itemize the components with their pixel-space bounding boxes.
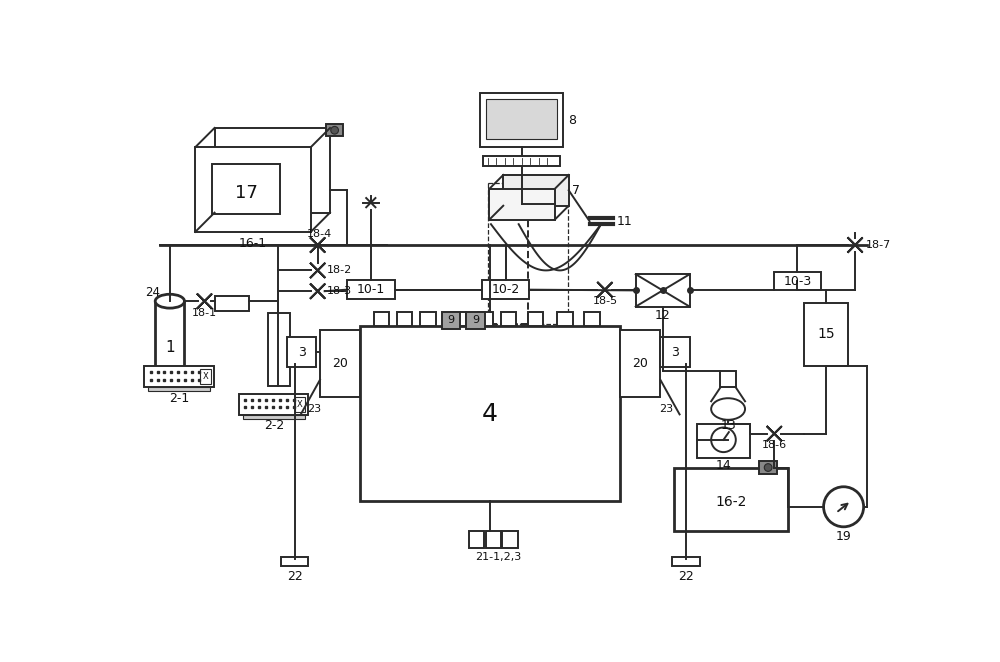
Bar — [215, 296, 249, 311]
Text: 20: 20 — [632, 357, 648, 370]
Bar — [155, 301, 184, 385]
Text: 10-2: 10-2 — [491, 283, 520, 296]
Text: 21-1,2,3: 21-1,2,3 — [475, 552, 521, 562]
Text: 2-1: 2-1 — [169, 392, 189, 404]
Text: 18-1: 18-1 — [192, 308, 217, 318]
Text: 7: 7 — [572, 184, 580, 197]
Bar — [759, 461, 777, 474]
Bar — [804, 303, 848, 366]
Text: 18-3: 18-3 — [327, 286, 352, 296]
Circle shape — [824, 487, 864, 527]
Text: 18-5: 18-5 — [592, 296, 617, 307]
Bar — [469, 531, 484, 547]
Text: 20: 20 — [332, 357, 348, 370]
Bar — [326, 124, 343, 136]
Circle shape — [331, 126, 338, 134]
Text: 23: 23 — [307, 404, 321, 414]
Bar — [281, 557, 308, 566]
Bar — [674, 468, 788, 532]
Text: 15: 15 — [817, 327, 835, 342]
Text: 19: 19 — [836, 530, 851, 543]
Text: 10-1: 10-1 — [357, 283, 385, 296]
Bar — [501, 312, 516, 326]
Bar — [636, 274, 690, 307]
Text: 3: 3 — [298, 346, 305, 359]
Text: 18-6: 18-6 — [762, 440, 787, 450]
Bar — [482, 281, 529, 299]
Circle shape — [711, 428, 736, 452]
Bar — [660, 338, 690, 367]
Text: X: X — [297, 400, 303, 409]
Bar — [287, 338, 316, 367]
Text: 13: 13 — [720, 420, 736, 432]
Text: X: X — [202, 372, 208, 381]
Text: 22: 22 — [287, 571, 302, 583]
Ellipse shape — [155, 295, 184, 308]
Text: 9: 9 — [472, 316, 479, 326]
Text: 3: 3 — [671, 346, 679, 359]
Bar — [360, 326, 620, 501]
Bar — [480, 93, 563, 147]
Text: 11: 11 — [616, 214, 632, 228]
Text: 18-4: 18-4 — [307, 229, 332, 239]
Bar — [502, 531, 518, 547]
Text: 22: 22 — [678, 571, 694, 583]
Bar — [442, 312, 460, 329]
Bar — [557, 312, 573, 326]
Text: 2-2: 2-2 — [264, 420, 284, 432]
Bar — [503, 175, 569, 206]
Bar — [697, 424, 750, 458]
Text: 18-2: 18-2 — [327, 265, 352, 275]
Text: 9: 9 — [447, 316, 454, 326]
Bar — [397, 312, 412, 326]
Bar — [320, 330, 360, 397]
Bar — [774, 272, 821, 291]
Bar — [243, 415, 305, 419]
Bar — [483, 156, 560, 166]
Bar — [620, 330, 660, 397]
Bar — [720, 371, 736, 387]
Text: 16-2: 16-2 — [715, 495, 747, 509]
Bar — [212, 164, 280, 214]
Bar — [148, 387, 210, 391]
Bar — [215, 128, 330, 213]
Bar — [195, 147, 311, 232]
Bar — [486, 531, 501, 547]
Bar — [466, 312, 485, 329]
Text: 17: 17 — [235, 185, 258, 203]
Text: 16-1: 16-1 — [239, 237, 267, 250]
Text: 4: 4 — [482, 402, 498, 426]
Bar — [200, 369, 211, 385]
Bar — [347, 281, 395, 299]
Circle shape — [764, 463, 772, 471]
Bar — [478, 312, 493, 326]
Bar — [144, 366, 214, 387]
Text: 23: 23 — [659, 404, 674, 414]
Text: 12: 12 — [655, 309, 671, 322]
Bar — [239, 394, 308, 415]
Bar — [672, 557, 700, 566]
Bar — [451, 312, 466, 326]
Bar — [489, 189, 555, 220]
Bar — [374, 312, 389, 326]
Ellipse shape — [711, 399, 745, 420]
Bar — [420, 312, 436, 326]
Text: 10-3: 10-3 — [783, 275, 812, 288]
Text: 8: 8 — [569, 114, 577, 126]
Bar — [268, 312, 290, 386]
Bar — [528, 312, 543, 326]
Text: 14: 14 — [716, 459, 731, 473]
Bar — [295, 397, 305, 412]
Bar — [584, 312, 600, 326]
Bar — [486, 99, 557, 139]
Text: 1: 1 — [165, 340, 175, 355]
Text: 24: 24 — [145, 286, 160, 299]
Text: 18-7: 18-7 — [866, 240, 891, 250]
